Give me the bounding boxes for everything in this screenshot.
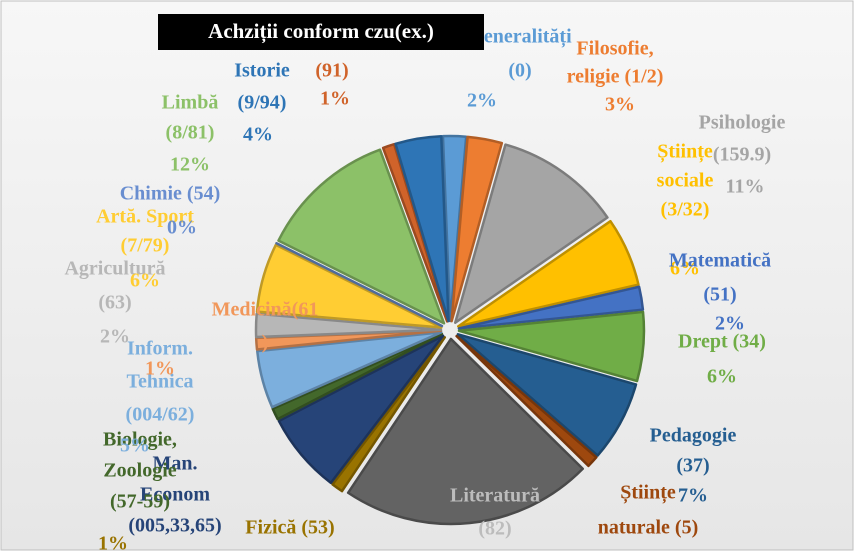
slice-label: Man. [153,453,198,475]
slice-percent: 1% [98,533,128,552]
slice-label: Biologie, [103,429,177,451]
title-box [158,14,484,50]
slice-label: (82) [478,518,511,540]
slice-percent: 0% [167,217,197,239]
slice-label: Fizică (53) [245,517,334,539]
slice-label: Artă. Sport [96,206,194,228]
slice-label: (005,33,65) [128,515,221,537]
slice-label: Pedagogie [650,425,737,447]
slice-label: naturale (5) [598,517,699,539]
chart-title: Achziții conform czu(ex.) [208,19,434,44]
slice-label: sociale [657,170,714,192]
slice-label: (7/79) [121,235,170,257]
slice-label: Zoologie [103,460,176,482]
slice-percent: 1% [145,358,175,380]
slice-label: Științe [620,482,676,505]
slice-label: Chimie (54) [120,183,221,205]
slice-percent: 5% [120,435,150,457]
pie-slice [277,148,446,325]
slice-percent: 2% [467,90,497,112]
pie-slice [441,134,468,323]
pie-slice [450,135,504,323]
slice-label: Tehnica [126,371,193,393]
slice-percent: 2% [715,313,745,335]
slice-label: Limbă [162,92,219,114]
pie-slice [346,337,584,526]
pie-slice [455,334,598,468]
slice-label: (159.9) [713,144,771,166]
pie-slice [256,331,443,409]
pie-slice [275,242,444,328]
slice-percent: 3% [605,94,635,116]
pie-slice [453,143,609,324]
pie-slice [381,142,449,323]
slice-label: Literatură [450,485,540,507]
slice-percent: 7% [678,485,708,507]
pie-slice [331,336,447,493]
slice-percent: 6% [130,270,160,292]
slice-label: (9/94) [238,92,287,114]
slice-label: (8/81) [166,122,215,144]
slice-label: (37) [676,455,709,477]
slice-label: (91) [315,60,348,82]
slice-label: ) [262,332,269,354]
slice-label: (3/32) [661,199,710,221]
pie-slice [457,310,646,383]
slice-label: (63) [98,292,131,314]
slice-label: Agricultură [64,258,165,280]
slice-label: Istorie [234,60,290,82]
slice-label: Medicină(61 [212,299,319,321]
slice-percent: 2% [100,326,130,348]
slice-percent: 11% [726,176,765,198]
slice-label: Științe [657,141,713,164]
slice-percent: 4% [243,124,273,146]
slice-label: (51) [703,284,736,306]
slice-label: Inform. [127,338,193,360]
slice-label: Filosofie, [576,38,653,60]
pie-slice [457,285,645,330]
pie-slice [254,312,443,339]
pie-slice [394,135,450,323]
slice-percent: 6% [670,258,700,280]
slice-label: Econom [140,484,210,506]
pie [254,134,646,526]
slice-label: Generalități [468,26,572,49]
slice-label: (004/62) [126,404,195,426]
slice-label: (0) [508,60,531,82]
slice-percent: 12% [170,154,210,176]
pie-slice [456,219,640,328]
pie-slice [255,243,443,329]
slice-label: (57-59) [110,491,170,513]
pie-slice [271,332,444,421]
pie-slice [277,334,445,485]
slice-percent: 6% [707,366,737,388]
slice-label: Drept (34) [678,331,766,353]
slice-label: religie (1/2) [567,66,664,88]
slice-percent: 1% [320,88,350,110]
slice-label: Matematică [669,250,771,272]
labels: Generalități (0) 2% Filosofie, religie (1/2)… [64,26,785,552]
pie-slice [456,333,638,457]
slice-label: Psihologie [699,112,786,134]
